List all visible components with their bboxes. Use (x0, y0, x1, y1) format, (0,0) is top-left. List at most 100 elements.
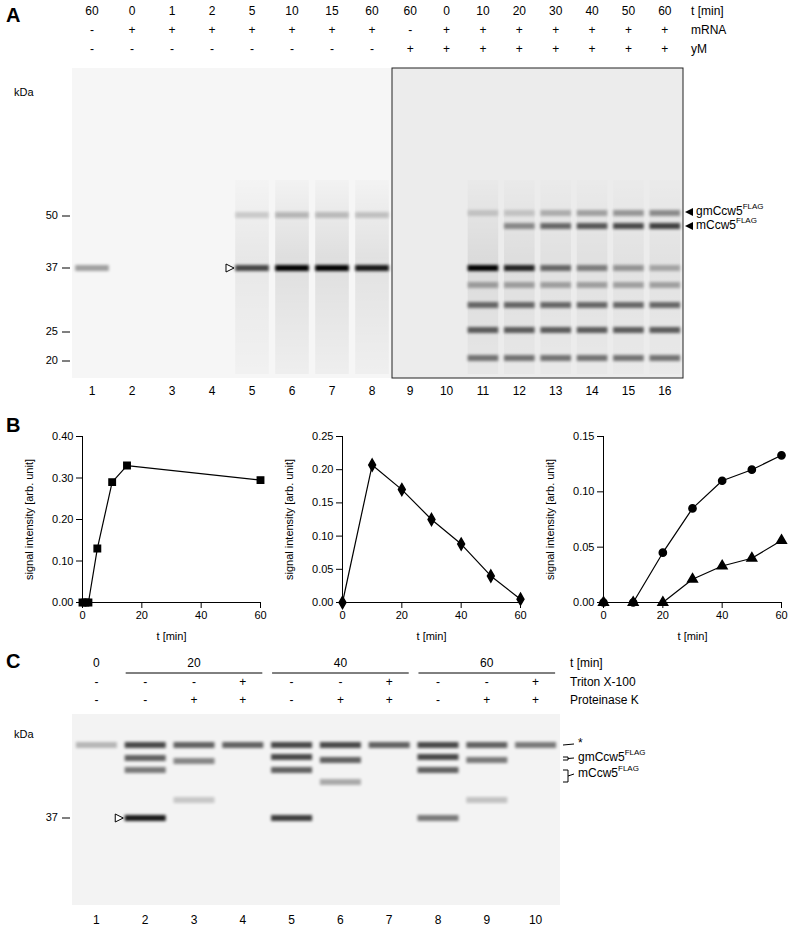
svg-text:+: + (407, 42, 414, 56)
svg-text:+: + (661, 42, 668, 56)
svg-text:+: + (168, 23, 175, 37)
svg-text:0.40: 0.40 (52, 430, 73, 442)
svg-text:+: + (589, 23, 596, 37)
svg-text:+: + (516, 42, 523, 56)
svg-text:kDa: kDa (14, 86, 34, 98)
svg-text:signal intensity [arb. unit]: signal intensity [arb. unit] (283, 459, 295, 580)
svg-text:kDa: kDa (14, 728, 34, 740)
svg-text:15: 15 (622, 384, 636, 398)
svg-text:8: 8 (369, 384, 376, 398)
svg-text:Proteinase K: Proteinase K (570, 693, 639, 707)
svg-text:-: - (338, 675, 342, 689)
svg-text:20: 20 (187, 656, 201, 670)
svg-text:+: + (443, 42, 450, 56)
svg-text:gmCcw5FLAG: gmCcw5FLAG (578, 748, 646, 764)
svg-text:-: - (290, 42, 294, 56)
svg-text:0.05: 0.05 (573, 541, 594, 553)
svg-text:-: - (250, 42, 254, 56)
svg-text:*: * (578, 736, 583, 750)
svg-text:16: 16 (658, 384, 672, 398)
svg-text:+: + (386, 675, 393, 689)
svg-text:0.25: 0.25 (312, 430, 333, 442)
svg-text:+: + (625, 42, 632, 56)
svg-text:20: 20 (657, 609, 669, 621)
svg-text:+: + (479, 23, 486, 37)
svg-text:0.10: 0.10 (52, 555, 73, 567)
svg-text:0.30: 0.30 (52, 472, 73, 484)
svg-text:+: + (328, 23, 335, 37)
svg-text:0: 0 (93, 656, 100, 670)
svg-text:t [min]: t [min] (570, 656, 603, 670)
svg-text:0.15: 0.15 (312, 496, 333, 508)
svg-text:6: 6 (337, 913, 344, 927)
svg-text:30: 30 (549, 4, 563, 18)
svg-text:1: 1 (169, 4, 176, 18)
svg-text:8: 8 (435, 913, 442, 927)
svg-text:t [min]: t [min] (157, 630, 187, 642)
svg-text:11: 11 (477, 384, 490, 398)
svg-text:+: + (128, 23, 135, 37)
svg-text:-: - (94, 693, 98, 707)
svg-text:B: B (6, 414, 20, 436)
svg-text:37: 37 (46, 261, 58, 273)
svg-text:6: 6 (289, 384, 296, 398)
svg-text:0.10: 0.10 (312, 530, 333, 542)
svg-text:-: - (436, 675, 440, 689)
svg-text:+: + (248, 23, 255, 37)
svg-text:+: + (479, 42, 486, 56)
svg-text:50: 50 (622, 4, 636, 18)
svg-text:20: 20 (513, 4, 527, 18)
svg-text:0.00: 0.00 (573, 596, 594, 608)
svg-text:+: + (288, 23, 295, 37)
svg-text:2: 2 (129, 384, 136, 398)
svg-text:7: 7 (386, 913, 393, 927)
svg-text:0: 0 (443, 4, 450, 18)
svg-text:0.05: 0.05 (312, 563, 333, 575)
svg-text:15: 15 (325, 4, 339, 18)
svg-text:40: 40 (195, 609, 207, 621)
svg-text:+: + (589, 42, 596, 56)
svg-text:+: + (661, 23, 668, 37)
svg-text:-: - (436, 693, 440, 707)
svg-text:-: - (408, 23, 412, 37)
svg-text:t [min]: t [min] (691, 4, 724, 18)
svg-text:4: 4 (239, 913, 246, 927)
svg-text:14: 14 (585, 384, 599, 398)
svg-text:+: + (386, 693, 393, 707)
svg-text:50: 50 (46, 209, 58, 221)
svg-text:-: - (485, 675, 489, 689)
svg-text:13: 13 (549, 384, 563, 398)
svg-text:0: 0 (600, 609, 606, 621)
svg-text:40: 40 (455, 609, 467, 621)
svg-text:10: 10 (440, 384, 454, 398)
svg-text:10: 10 (285, 4, 299, 18)
svg-text:-: - (130, 42, 134, 56)
svg-text:9: 9 (407, 384, 414, 398)
svg-text:-: - (170, 42, 174, 56)
svg-text:+: + (552, 23, 559, 37)
svg-text:0: 0 (79, 609, 85, 621)
svg-text:1: 1 (93, 913, 100, 927)
svg-text:-: - (94, 675, 98, 689)
svg-text:0.00: 0.00 (52, 596, 73, 608)
svg-text:signal intensity [arb. unit]: signal intensity [arb. unit] (23, 459, 35, 580)
svg-text:-: - (330, 42, 334, 56)
svg-text:60: 60 (254, 609, 266, 621)
svg-text:+: + (368, 23, 375, 37)
svg-text:2: 2 (142, 913, 149, 927)
svg-text:4: 4 (209, 384, 216, 398)
svg-text:-: - (370, 42, 374, 56)
svg-text:37: 37 (46, 811, 58, 823)
svg-text:5: 5 (288, 913, 295, 927)
svg-text:-: - (143, 675, 147, 689)
svg-text:0: 0 (339, 609, 345, 621)
svg-text:20: 20 (46, 354, 58, 366)
svg-text:7: 7 (329, 384, 336, 398)
svg-text:+: + (532, 693, 539, 707)
svg-text:+: + (532, 675, 539, 689)
svg-text:20: 20 (136, 609, 148, 621)
svg-text:0: 0 (129, 4, 136, 18)
svg-text:20: 20 (396, 609, 408, 621)
svg-text:+: + (483, 693, 490, 707)
svg-text:-: - (192, 675, 196, 689)
